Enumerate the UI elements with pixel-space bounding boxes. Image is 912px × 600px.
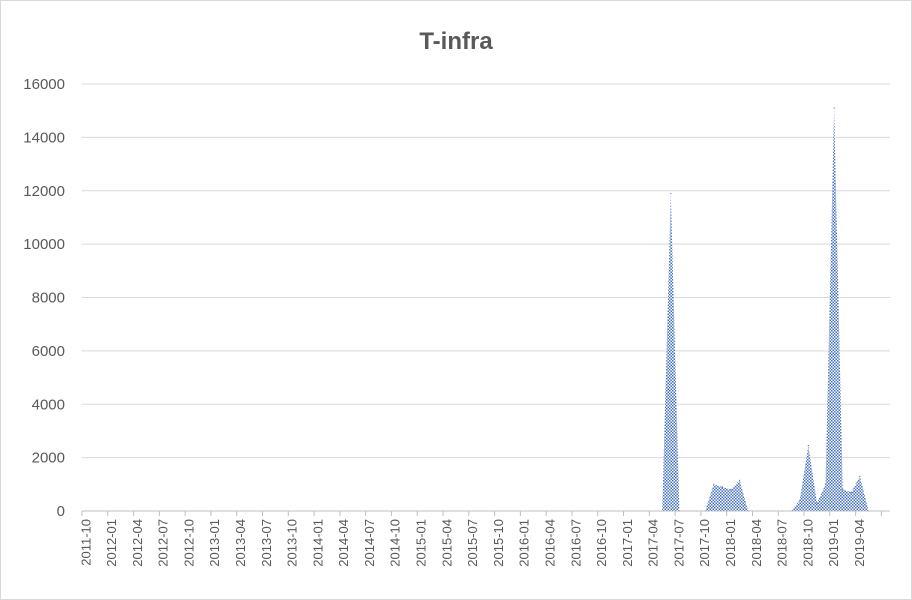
x-tick-label: 2017-07	[671, 519, 686, 567]
x-tick-label: 2018-01	[723, 519, 738, 567]
x-tick-label: 2012-10	[181, 519, 196, 567]
data-point	[713, 483, 715, 485]
x-tick-label: 2015-07	[465, 519, 480, 567]
x-tick-label: 2017-04	[646, 519, 661, 567]
x-tick-label: 2016-01	[517, 519, 532, 567]
y-tick-label: 10000	[23, 236, 65, 253]
y-axis: 0 2000 4000 6000 8000 10000 12000 14000 16000	[23, 76, 65, 520]
x-tick-label: 2018-10	[800, 519, 815, 567]
y-tick-label: 4000	[32, 396, 65, 413]
x-tick-label: 2013-10	[285, 519, 300, 567]
x-tick-label: 2019-01	[826, 519, 841, 567]
x-tick-label: 2016-10	[594, 519, 609, 567]
x-tick-label: 2015-01	[414, 519, 429, 567]
x-tick-label: 2018-04	[749, 519, 764, 567]
x-tick-label: 2012-07	[156, 519, 171, 567]
gridlines	[82, 83, 890, 459]
chart-title: T-infra	[419, 28, 493, 55]
y-tick-label: 14000	[23, 129, 65, 146]
x-tick-label: 2013-01	[207, 519, 222, 567]
y-tick-label: 8000	[32, 290, 65, 307]
data-point	[807, 445, 809, 447]
y-tick-label: 6000	[32, 343, 65, 360]
area-series	[661, 107, 870, 512]
x-tick-label: 2017-01	[620, 519, 635, 567]
data-point	[721, 486, 723, 488]
x-tick-label: 2014-10	[388, 519, 403, 567]
x-tick-label: 2016-07	[568, 519, 583, 567]
area-fill	[662, 108, 869, 512]
x-tick-label: 2017-10	[697, 519, 712, 567]
x-tick-label: 2015-04	[439, 519, 454, 567]
x-tick-label: 2014-01	[310, 519, 325, 567]
x-tick-label: 2018-07	[775, 519, 790, 567]
data-point	[799, 499, 801, 501]
x-tick-label: 2013-07	[259, 519, 274, 567]
y-tick-label: 16000	[23, 76, 65, 93]
data-point	[859, 475, 861, 477]
x-tick-label: 2013-04	[233, 519, 248, 567]
x-tick-label: 2014-07	[362, 519, 377, 567]
data-point	[816, 502, 818, 504]
x-tick-label: 2014-04	[336, 519, 351, 567]
y-tick-label: 2000	[32, 450, 65, 467]
x-tick-label: 2019-04	[852, 519, 867, 567]
data-point	[738, 479, 741, 481]
x-tick-label: 2012-04	[130, 519, 145, 567]
x-tick-label: 2012-01	[104, 519, 119, 567]
data-point	[824, 483, 827, 485]
y-tick-label: 12000	[23, 183, 65, 200]
x-axis: 2011-10 2012-01 2012-04 2012-07 2012-10 2013-…	[78, 510, 890, 567]
x-tick-label: 2016-04	[542, 519, 557, 567]
x-tick-label: 2011-10	[78, 519, 93, 566]
x-tick-label: 2015-10	[491, 519, 506, 567]
data-point	[730, 489, 732, 491]
y-tick-label: 0	[57, 503, 65, 520]
data-point	[842, 489, 844, 491]
data-point	[670, 192, 672, 195]
data-point	[833, 107, 835, 109]
data-point	[850, 491, 852, 493]
